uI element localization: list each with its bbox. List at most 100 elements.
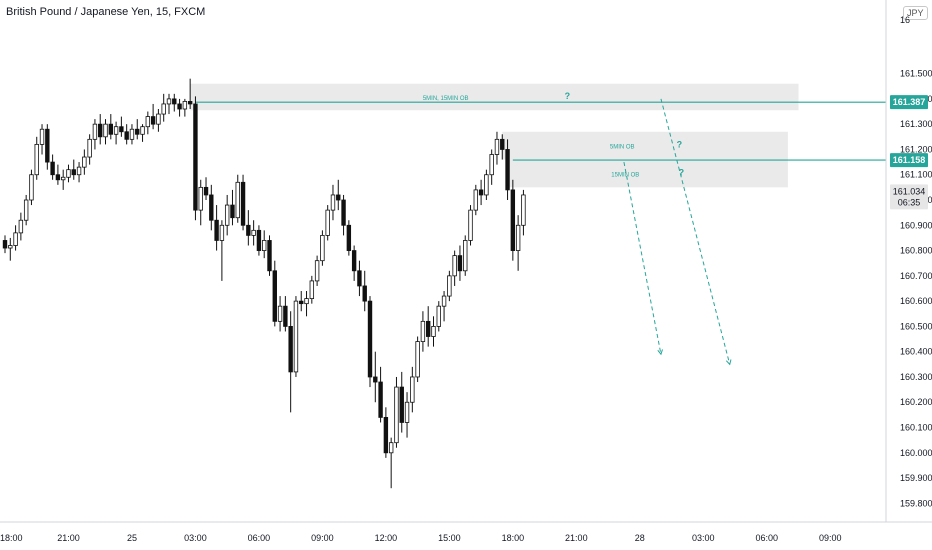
candle-body[interactable]: [172, 98, 177, 105]
candle-body[interactable]: [103, 123, 108, 138]
candle-body[interactable]: [224, 204, 230, 226]
candle-body[interactable]: [436, 305, 441, 327]
candle-body[interactable]: [55, 174, 61, 181]
candle-body[interactable]: [325, 209, 330, 236]
candle-body[interactable]: [452, 255, 457, 277]
candle-body[interactable]: [362, 285, 367, 302]
candle-body[interactable]: [521, 194, 526, 226]
candle-body[interactable]: [494, 138, 500, 155]
candle-body[interactable]: [484, 174, 489, 196]
candle-body[interactable]: [76, 166, 82, 176]
candle-body[interactable]: [468, 209, 473, 241]
candle-body[interactable]: [441, 295, 447, 307]
candle-body[interactable]: [235, 181, 240, 219]
candle-body[interactable]: [346, 224, 352, 251]
candle-body[interactable]: [500, 138, 505, 150]
candle-body[interactable]: [431, 326, 436, 337]
candle-body[interactable]: [256, 229, 262, 251]
candle-body[interactable]: [45, 128, 50, 163]
candle-body[interactable]: [140, 126, 145, 135]
candle-body[interactable]: [219, 224, 225, 241]
candle-body[interactable]: [71, 169, 76, 176]
candle-body[interactable]: [272, 270, 277, 322]
candle-body[interactable]: [92, 123, 98, 140]
candle-body[interactable]: [13, 232, 18, 246]
candle-body[interactable]: [341, 199, 346, 226]
candle-body[interactable]: [145, 116, 151, 128]
candle-body[interactable]: [457, 255, 463, 272]
candle-body[interactable]: [304, 298, 309, 305]
candle-body[interactable]: [60, 176, 66, 181]
candle-body[interactable]: [193, 103, 198, 211]
candle-body[interactable]: [39, 128, 45, 145]
candle-body[interactable]: [246, 224, 251, 236]
candle-body[interactable]: [87, 138, 92, 158]
candle-body[interactable]: [124, 131, 129, 140]
candle-body[interactable]: [129, 128, 135, 140]
candle-body[interactable]: [198, 186, 203, 211]
candle-body[interactable]: [473, 189, 479, 211]
price-label-box[interactable]: [890, 153, 928, 168]
candle-body[interactable]: [357, 270, 362, 287]
candle-body[interactable]: [373, 376, 378, 383]
candle-body[interactable]: [214, 219, 219, 241]
candle-body[interactable]: [447, 275, 452, 297]
candle-body[interactable]: [18, 219, 24, 234]
candle-body[interactable]: [420, 320, 426, 342]
candle-body[interactable]: [277, 305, 283, 322]
candle-body[interactable]: [209, 194, 214, 221]
candle-body[interactable]: [108, 123, 113, 135]
candle-body[interactable]: [425, 320, 431, 337]
candle-body[interactable]: [394, 386, 399, 444]
candle-body[interactable]: [113, 126, 119, 135]
candle-body[interactable]: [119, 126, 124, 133]
candle-body[interactable]: [2, 240, 8, 249]
candle-body[interactable]: [34, 143, 39, 176]
order-block-zone[interactable]: [502, 131, 788, 160]
candle-body[interactable]: [82, 156, 87, 168]
candle-body[interactable]: [410, 376, 415, 403]
candle-body[interactable]: [166, 98, 172, 105]
candle-body[interactable]: [251, 229, 256, 236]
candle-body[interactable]: [267, 240, 272, 272]
candle-body[interactable]: [230, 204, 235, 219]
candle-body[interactable]: [240, 181, 246, 226]
candle-body[interactable]: [463, 240, 468, 272]
candle-body[interactable]: [314, 260, 320, 282]
price-label-box[interactable]: [890, 95, 928, 110]
order-block-zone[interactable]: [507, 159, 788, 188]
candle-body[interactable]: [399, 386, 404, 423]
candle-body[interactable]: [262, 240, 267, 251]
candle-body[interactable]: [510, 189, 516, 251]
candle-body[interactable]: [404, 401, 410, 423]
candle-body[interactable]: [293, 300, 299, 373]
candle-body[interactable]: [23, 199, 29, 221]
candle-body[interactable]: [320, 235, 325, 262]
last-price-box[interactable]: [890, 184, 928, 210]
candle-body[interactable]: [177, 103, 182, 110]
candle-body[interactable]: [50, 161, 55, 176]
candle-body[interactable]: [336, 194, 341, 201]
candle-body[interactable]: [29, 174, 34, 201]
candle-body[interactable]: [505, 149, 510, 191]
order-block-zone[interactable]: [190, 83, 799, 111]
candle-body[interactable]: [150, 116, 156, 125]
candle-body[interactable]: [415, 341, 420, 378]
candle-body[interactable]: [156, 113, 161, 125]
candle-body[interactable]: [478, 189, 484, 196]
candle-body[interactable]: [187, 101, 193, 105]
candle-body[interactable]: [515, 224, 521, 251]
candle-body[interactable]: [66, 169, 71, 178]
candle-body[interactable]: [8, 245, 13, 249]
candle-body[interactable]: [367, 300, 373, 378]
projection-line[interactable]: [660, 98, 731, 365]
candle-body[interactable]: [98, 123, 103, 138]
candle-body[interactable]: [135, 128, 140, 135]
candle-body[interactable]: [309, 280, 315, 299]
candle-body[interactable]: [383, 417, 389, 454]
candle-body[interactable]: [288, 326, 293, 373]
candle-body[interactable]: [489, 154, 494, 176]
candle-body[interactable]: [330, 194, 336, 211]
candle-body[interactable]: [283, 305, 288, 327]
